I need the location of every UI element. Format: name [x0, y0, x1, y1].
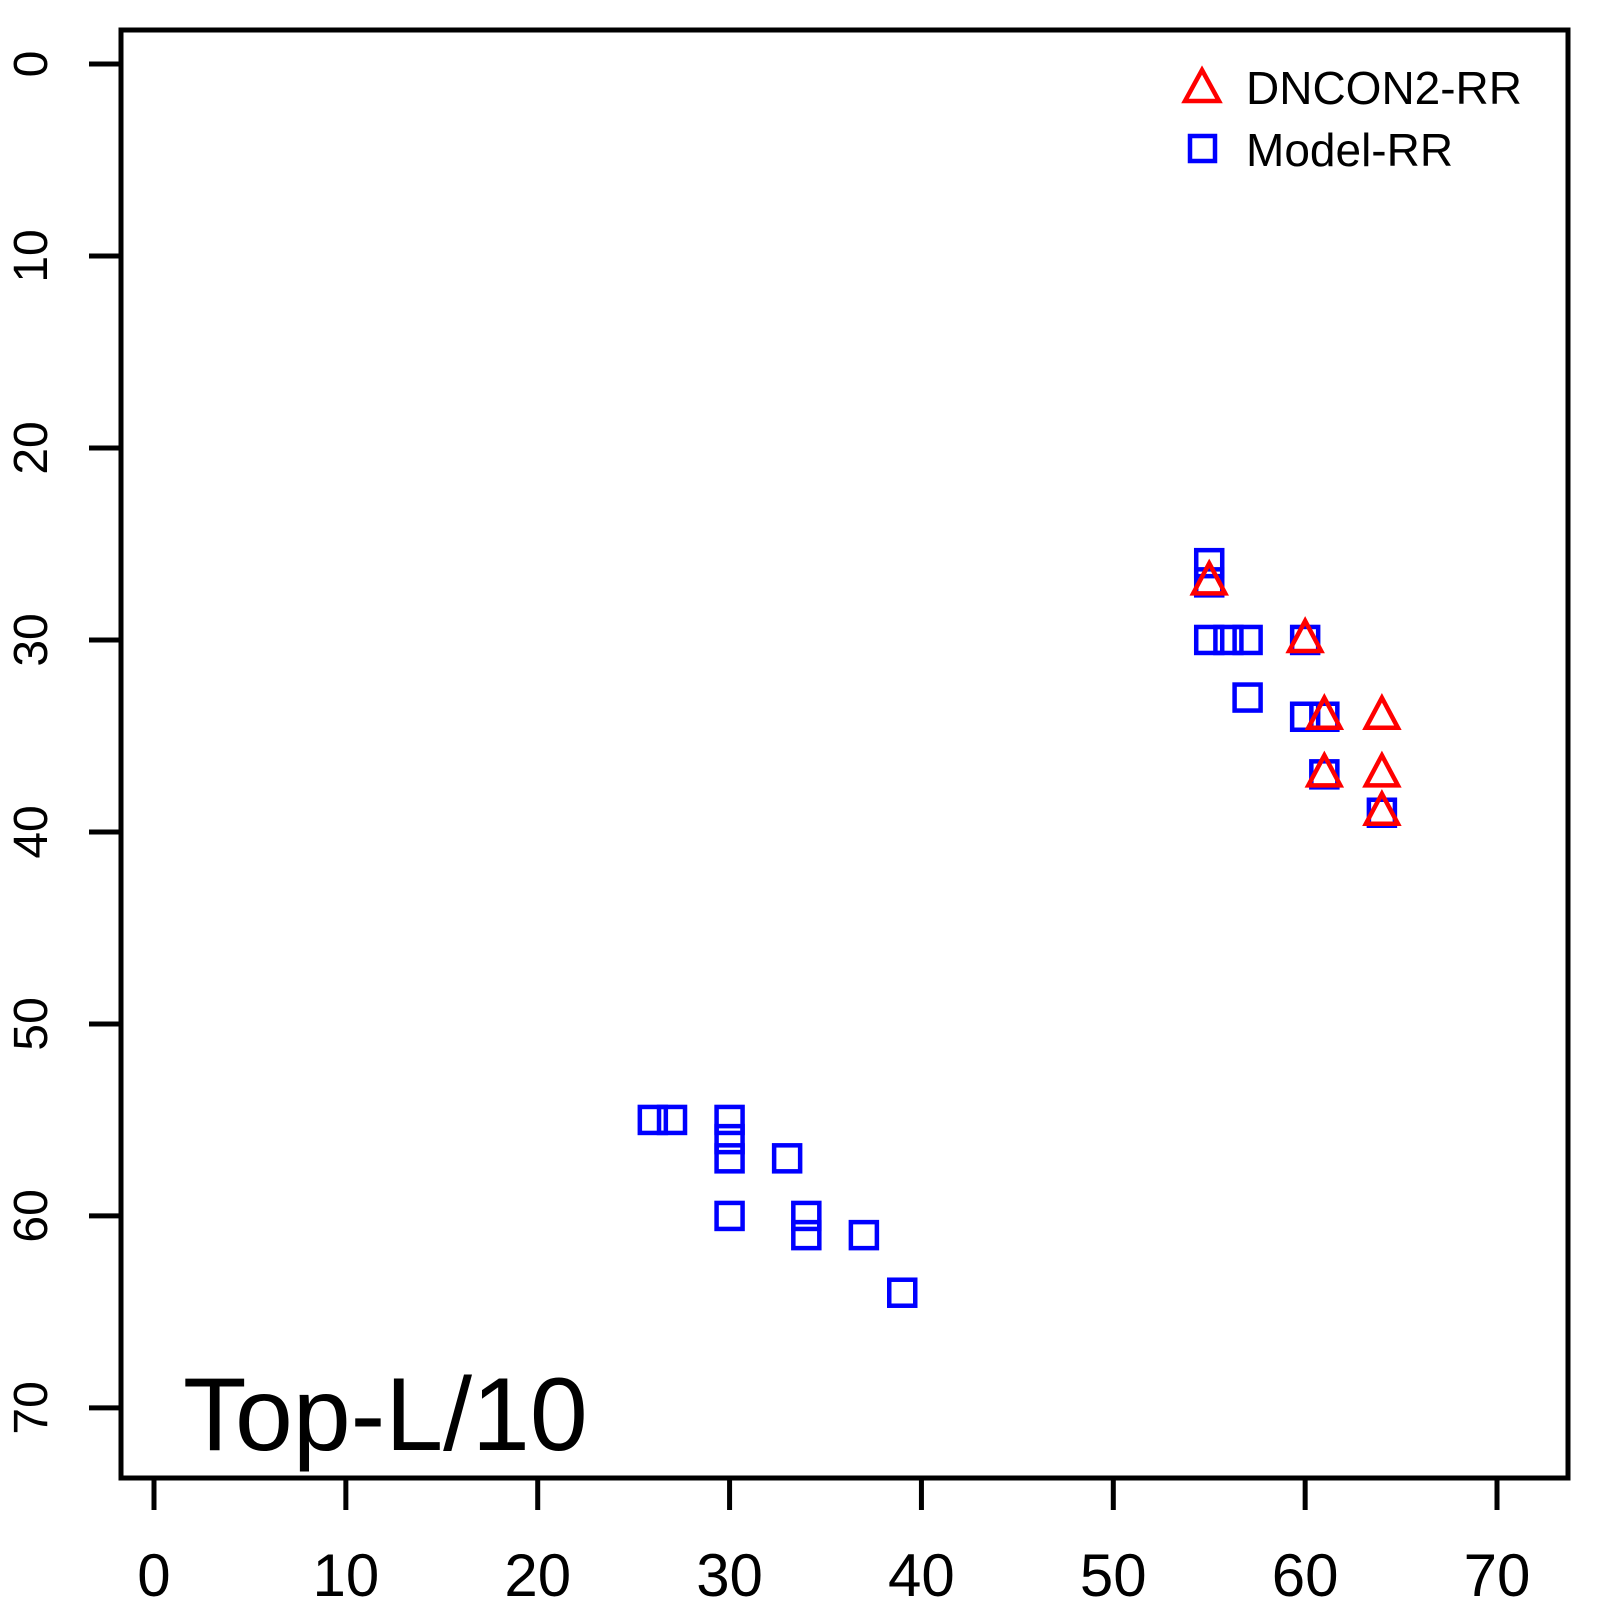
data-point-square	[714, 1123, 745, 1155]
x-tick-label: 70	[1464, 1542, 1531, 1600]
y-tick-label: 0	[5, 51, 58, 78]
legend-model-square-icon	[1187, 133, 1218, 164]
data-point-triangle	[1362, 692, 1402, 731]
data-point-square	[1213, 624, 1244, 656]
data-point-triangle	[1362, 750, 1402, 788]
data-point-square	[791, 1219, 822, 1251]
data-point-triangle	[1285, 616, 1325, 654]
data-point-square	[637, 1104, 669, 1136]
data-point-square	[1232, 624, 1263, 656]
y-tick-label: 50	[5, 997, 58, 1050]
data-point-square	[848, 1219, 880, 1251]
data-point-square	[1232, 682, 1263, 713]
axis-tick-labels: 0 10 20 30 40 50 60 70 0 10 20 30 40 50 60 70	[5, 51, 1530, 1600]
x-tick-label: 40	[888, 1542, 955, 1600]
x-tick-label: 50	[1080, 1542, 1147, 1600]
data-point-square	[714, 1104, 745, 1136]
data-point-square	[791, 1200, 822, 1232]
data-point-triangle	[1304, 750, 1345, 788]
data-point-triangle	[1304, 692, 1345, 731]
data-point-square	[714, 1143, 745, 1174]
y-tick-label: 70	[5, 1381, 58, 1434]
x-tick-label: 0	[137, 1542, 170, 1600]
annotation-top-l10: Top-L/10	[183, 1357, 588, 1473]
y-tick-label: 10	[5, 229, 58, 282]
y-tick-label: 30	[5, 613, 58, 666]
x-tick-label: 10	[312, 1542, 379, 1600]
legend-dncon2-label: DNCON2-RR	[1246, 62, 1522, 114]
y-tick-label: 20	[5, 421, 58, 474]
data-point-square	[1193, 624, 1225, 656]
axis-ticks	[89, 61, 1500, 1510]
data-point-square	[714, 1200, 745, 1232]
legend-dncon2-triangle-icon	[1181, 65, 1223, 104]
data-point-triangle	[1189, 558, 1229, 596]
data-point-square	[886, 1277, 918, 1308]
plot-border	[118, 27, 1571, 1481]
data-point-square	[1193, 547, 1225, 579]
legend: DNCON2-RR Model-RR	[1181, 62, 1522, 176]
data-point-square	[771, 1143, 803, 1174]
x-tick-label: 20	[504, 1542, 571, 1600]
data-points	[637, 547, 1402, 1308]
y-tick-label: 60	[5, 1189, 58, 1242]
legend-model-label: Model-RR	[1246, 124, 1453, 176]
x-tick-label: 60	[1272, 1542, 1339, 1600]
x-tick-label: 30	[696, 1542, 763, 1600]
data-point-square	[656, 1104, 688, 1136]
y-tick-label: 40	[5, 805, 58, 858]
data-point-triangle	[1362, 788, 1402, 826]
